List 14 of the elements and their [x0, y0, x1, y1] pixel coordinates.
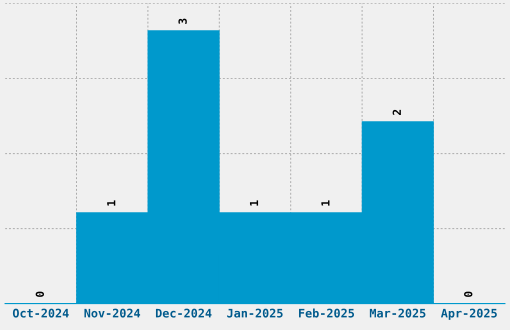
x-tick-label: Mar-2025	[370, 308, 426, 318]
x-tick-label: Jan-2025	[227, 308, 283, 318]
data-label: 1	[107, 200, 116, 206]
x-tick-label: Apr-2025	[440, 308, 497, 320]
x-tick-label: Dec-2024	[156, 308, 212, 318]
data-label: 1	[250, 200, 258, 206]
data-label: 3	[178, 18, 187, 24]
x-tick-label: Feb-2025	[299, 308, 354, 318]
data-label: 0	[464, 292, 472, 297]
data-label: 1	[321, 200, 330, 206]
x-tick-label: Oct-2024	[12, 308, 69, 318]
x-tick-label: Nov-2024	[84, 308, 140, 318]
data-label: 0	[36, 292, 44, 297]
data-label: 2	[392, 110, 401, 115]
